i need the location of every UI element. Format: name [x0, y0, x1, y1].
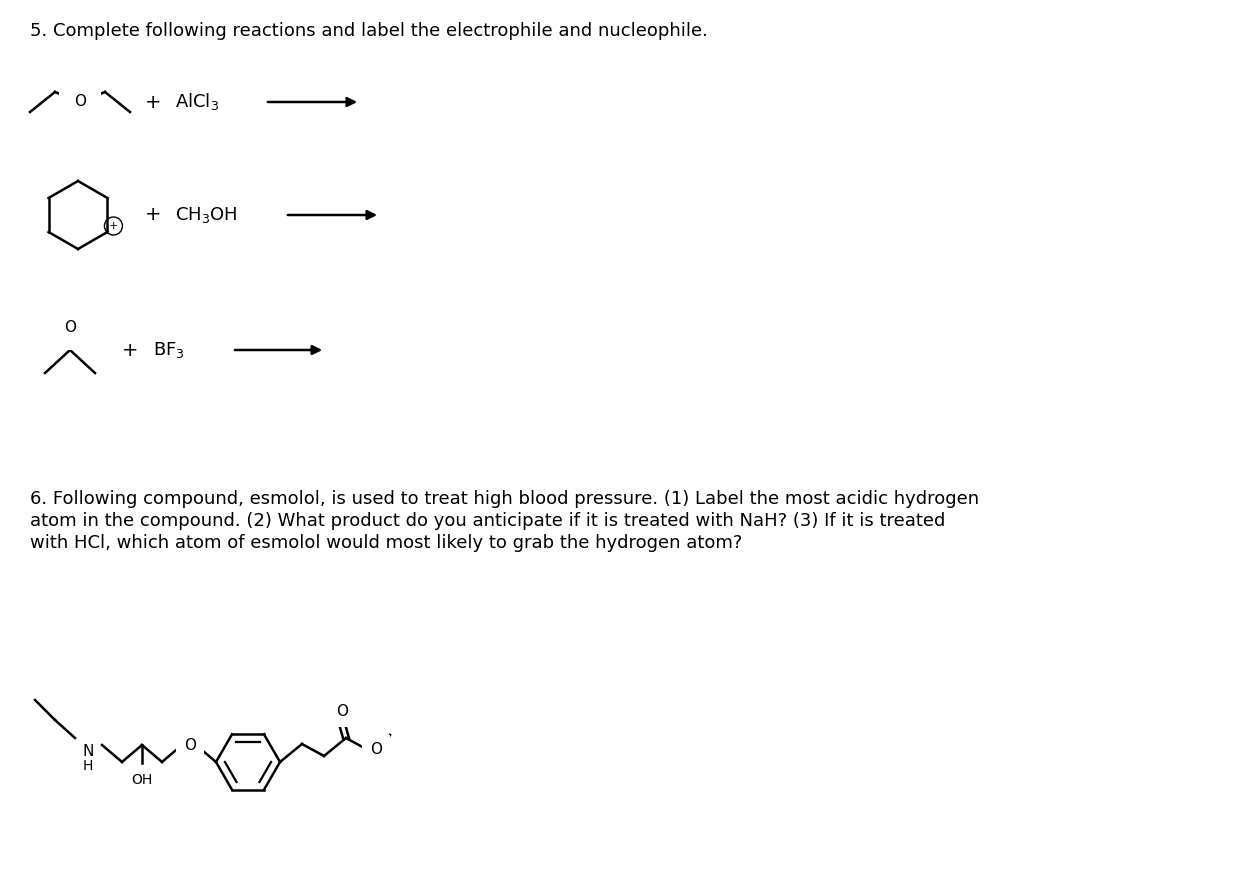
Text: O: O: [336, 705, 348, 720]
Text: O: O: [184, 738, 196, 753]
Text: BF$_3$: BF$_3$: [153, 340, 185, 360]
Text: O: O: [370, 742, 383, 757]
Text: H: H: [83, 759, 94, 773]
Text: +: +: [122, 340, 138, 359]
Text: O: O: [74, 94, 86, 110]
Text: with HCl, which atom of esmolol would most likely to grab the hydrogen atom?: with HCl, which atom of esmolol would mo…: [30, 534, 743, 552]
Text: +: +: [109, 221, 118, 231]
Text: 5. Complete following reactions and label the electrophile and nucleophile.: 5. Complete following reactions and labe…: [30, 22, 708, 40]
Text: CH$_3$OH: CH$_3$OH: [175, 205, 238, 225]
Text: +: +: [144, 93, 162, 111]
Text: N: N: [83, 745, 94, 759]
Text: 6. Following compound, esmolol, is used to treat high blood pressure. (1) Label : 6. Following compound, esmolol, is used …: [30, 490, 979, 508]
Text: O: O: [64, 320, 77, 334]
Text: atom in the compound. (2) What product do you anticipate if it is treated with N: atom in the compound. (2) What product d…: [30, 512, 945, 530]
Text: OH: OH: [131, 773, 153, 787]
Text: AlCl$_3$: AlCl$_3$: [175, 92, 218, 112]
Text: +: +: [144, 206, 162, 225]
